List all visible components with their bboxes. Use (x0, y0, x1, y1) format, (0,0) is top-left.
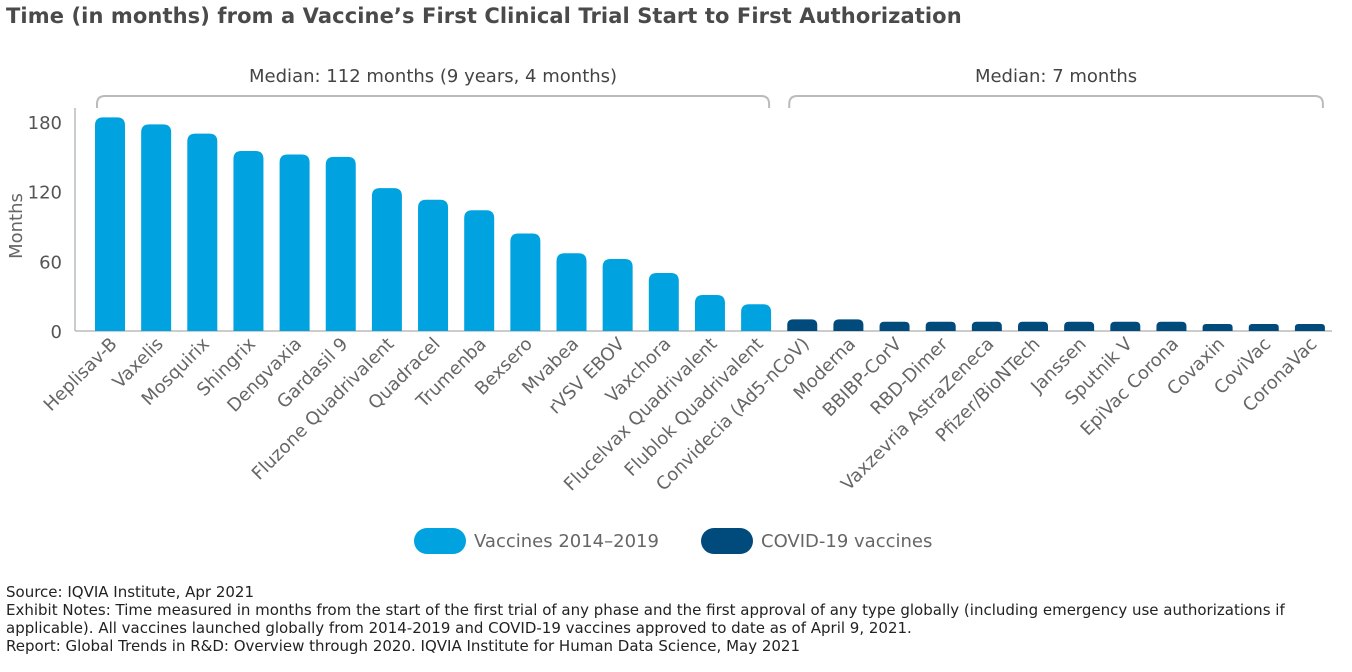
y-tick-label: 60 (39, 252, 62, 273)
bar-vaxzevria-astrazeneca (971, 321, 1002, 331)
median-label: Median: 7 months (975, 66, 1137, 87)
bar-shingrix (233, 151, 264, 331)
y-axis-label: Months (6, 193, 27, 259)
x-tick-label: Heplisav-B (40, 334, 122, 416)
bar-mvabea (556, 253, 587, 331)
legend-item-vaccines-2014-2019: Vaccines 2014–2019 (414, 528, 659, 554)
bar-dengvaxia (279, 154, 310, 331)
median-bracket (96, 95, 771, 108)
bar-gardasil-9 (325, 156, 356, 331)
bar-mosquirix (187, 133, 218, 331)
bar-pfizer-biontech (1018, 321, 1048, 331)
bar-bbibp-corv (879, 321, 910, 331)
bar-sputnik-v (1110, 321, 1141, 331)
median-bracket (788, 95, 1324, 108)
bar-covivac (1248, 324, 1279, 331)
legend-label: COVID-19 vaccines (761, 530, 933, 552)
bar-quadracel (418, 199, 449, 331)
bar-fluzone-quadrivalent (371, 188, 402, 331)
bar-rbd-dimer (925, 321, 956, 331)
bar-convidecia-ad5-ncov- (787, 319, 818, 331)
chart-title: Time (in months) from a Vaccine’s First … (6, 4, 962, 28)
median-label: Median: 112 months (9 years, 4 months) (249, 66, 617, 87)
bar-vaxchora (648, 272, 679, 331)
bar-vaxelis (141, 124, 172, 331)
x-tick-labels: Heplisav-BVaxelisMosquirixShingrixDengva… (40, 333, 1322, 495)
median-brackets: Median: 112 months (9 years, 4 months) Me… (96, 66, 1324, 108)
legend-swatch (701, 528, 753, 554)
bar-flublok-quadrivalent (741, 304, 772, 331)
bar-heplisav-b (95, 117, 125, 331)
report-note: Report: Global Trends in R&D: Overview t… (6, 637, 801, 655)
bar-moderna (833, 319, 864, 331)
y-tick-label: 180 (28, 113, 62, 134)
chart-notes: Source: IQVIA Institute, Apr 2021 Exhibi… (6, 583, 1346, 655)
y-tick-label: 120 (28, 183, 62, 204)
legend-swatch (414, 528, 466, 554)
bar-janssen (1064, 321, 1095, 331)
bar-covaxin (1202, 324, 1233, 331)
bar-flucelvax-quadrivalent (694, 295, 725, 331)
bars (95, 117, 1325, 331)
legend: Vaccines 2014–2019 COVID-19 vaccines (0, 528, 1352, 558)
legend-item-covid-19-vaccines: COVID-19 vaccines (701, 528, 932, 554)
bar-rvsv-ebov (602, 259, 633, 331)
bar-trumenba (464, 210, 495, 331)
bar-chart: Median: 112 months (9 years, 4 months) Me… (6, 66, 1332, 495)
bar-bexsero (510, 233, 541, 331)
source-note: Source: IQVIA Institute, Apr 2021 (6, 583, 255, 601)
legend-label: Vaccines 2014–2019 (474, 530, 659, 552)
y-tick-label: 0 (51, 322, 62, 343)
bar-epivac-corona (1156, 321, 1187, 331)
bar-coronavac (1294, 324, 1325, 331)
exhibit-note: Exhibit Notes: Time measured in months f… (6, 601, 1285, 637)
